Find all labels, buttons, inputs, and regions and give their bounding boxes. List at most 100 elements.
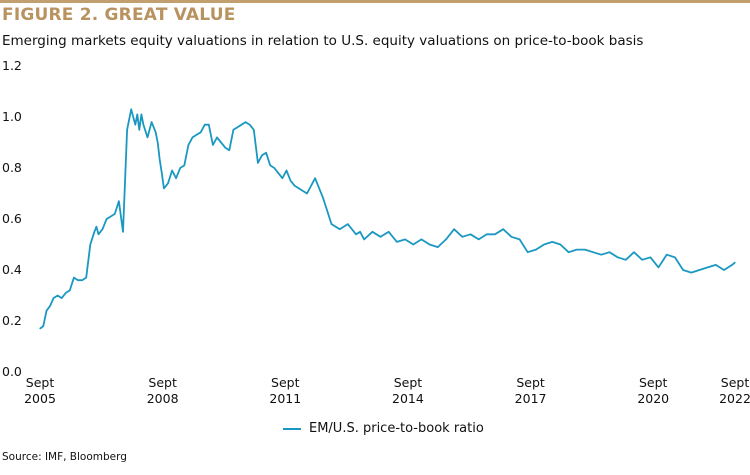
data-point [138,129,140,131]
data-point [649,256,652,258]
data-point [45,310,48,312]
data-point [494,233,496,235]
y-tick-label: 0.2 [2,313,22,328]
data-point [535,249,537,251]
data-point [130,108,132,110]
data-point [93,231,95,233]
data-point [151,121,153,123]
data-point [187,144,189,146]
data-point [140,113,142,115]
data-point [461,236,463,238]
data-point [114,213,116,215]
data-point [163,187,165,189]
data-point [159,159,161,161]
data-point [543,243,545,246]
data-point [396,241,398,243]
data-point [224,147,226,149]
data-point [715,264,717,266]
data-point [261,154,263,156]
data-point [175,177,177,179]
x-axis-ticks: Sept2005Sept2008Sept2011Sept2014Sept2017… [24,375,750,406]
x-tick-label: 2005 [24,391,56,406]
data-point [106,218,108,220]
data-point [52,297,55,299]
data-point [486,233,488,235]
data-point [110,215,112,218]
line-chart: 0.00.20.40.60.81.01.2 Sept2005Sept2008Se… [2,58,750,406]
data-point [674,256,676,258]
data-point [347,223,349,225]
data-point [298,187,300,189]
y-tick-label: 1.0 [2,109,22,124]
x-tick-label: Sept [639,375,668,390]
data-point [134,124,136,126]
data-point [253,129,255,131]
data-point [404,238,406,240]
data-point [73,277,75,279]
data-point [592,251,594,253]
data-point [179,167,181,169]
data-point [171,169,173,172]
data-point [167,182,169,184]
data-point [682,269,684,271]
data-point [723,269,725,271]
data-point [191,136,194,138]
data-point [666,254,668,256]
x-tick-label: 2011 [269,391,301,406]
data-point [608,251,611,253]
data-point [228,149,230,151]
top-accent-rule [0,0,750,3]
data-point [232,129,234,131]
data-point [339,228,341,230]
data-point [161,172,163,174]
data-point [69,289,71,291]
data-point [118,200,120,202]
data-point [355,233,357,235]
data-point [126,129,128,131]
data-point [359,231,361,233]
data-point [576,249,578,251]
data-point [65,292,67,294]
data-point [420,238,422,240]
data-point [281,177,283,179]
data-point [600,254,602,256]
legend-swatch-icon [283,427,301,430]
data-point [584,249,586,251]
x-tick-label: 2008 [147,391,179,406]
data-point [89,243,91,246]
data-point [273,167,275,169]
data-point [388,231,390,233]
data-point [453,228,455,230]
data-point [617,256,619,258]
data-point [322,198,324,200]
y-tick-label: 0.8 [2,160,22,175]
data-point [95,226,97,228]
data-point [183,164,185,166]
legend-label: EM/U.S. price-to-book ratio [309,421,484,436]
data-point [707,266,709,268]
data-point [429,243,431,246]
data-point [81,279,83,281]
data-point [57,294,59,297]
data-point [204,124,206,126]
data-point [568,251,570,253]
data-point [249,124,251,126]
y-tick-label: 0.6 [2,211,22,226]
data-point [731,264,733,266]
figure-title: FIGURE 2. GREAT VALUE [2,5,236,25]
data-point [216,136,218,138]
x-tick-label: 2020 [637,391,669,406]
data-point [269,164,271,166]
data-point [196,134,198,136]
data-point [551,241,553,243]
data-point [285,169,288,172]
data-point [314,177,316,179]
data-point [363,238,365,240]
y-tick-label: 1.2 [2,58,22,73]
data-point [236,126,239,128]
data-point [294,185,296,187]
data-point [633,251,635,253]
data-point [101,228,104,230]
data-point [698,269,701,271]
series-layer [39,108,736,330]
